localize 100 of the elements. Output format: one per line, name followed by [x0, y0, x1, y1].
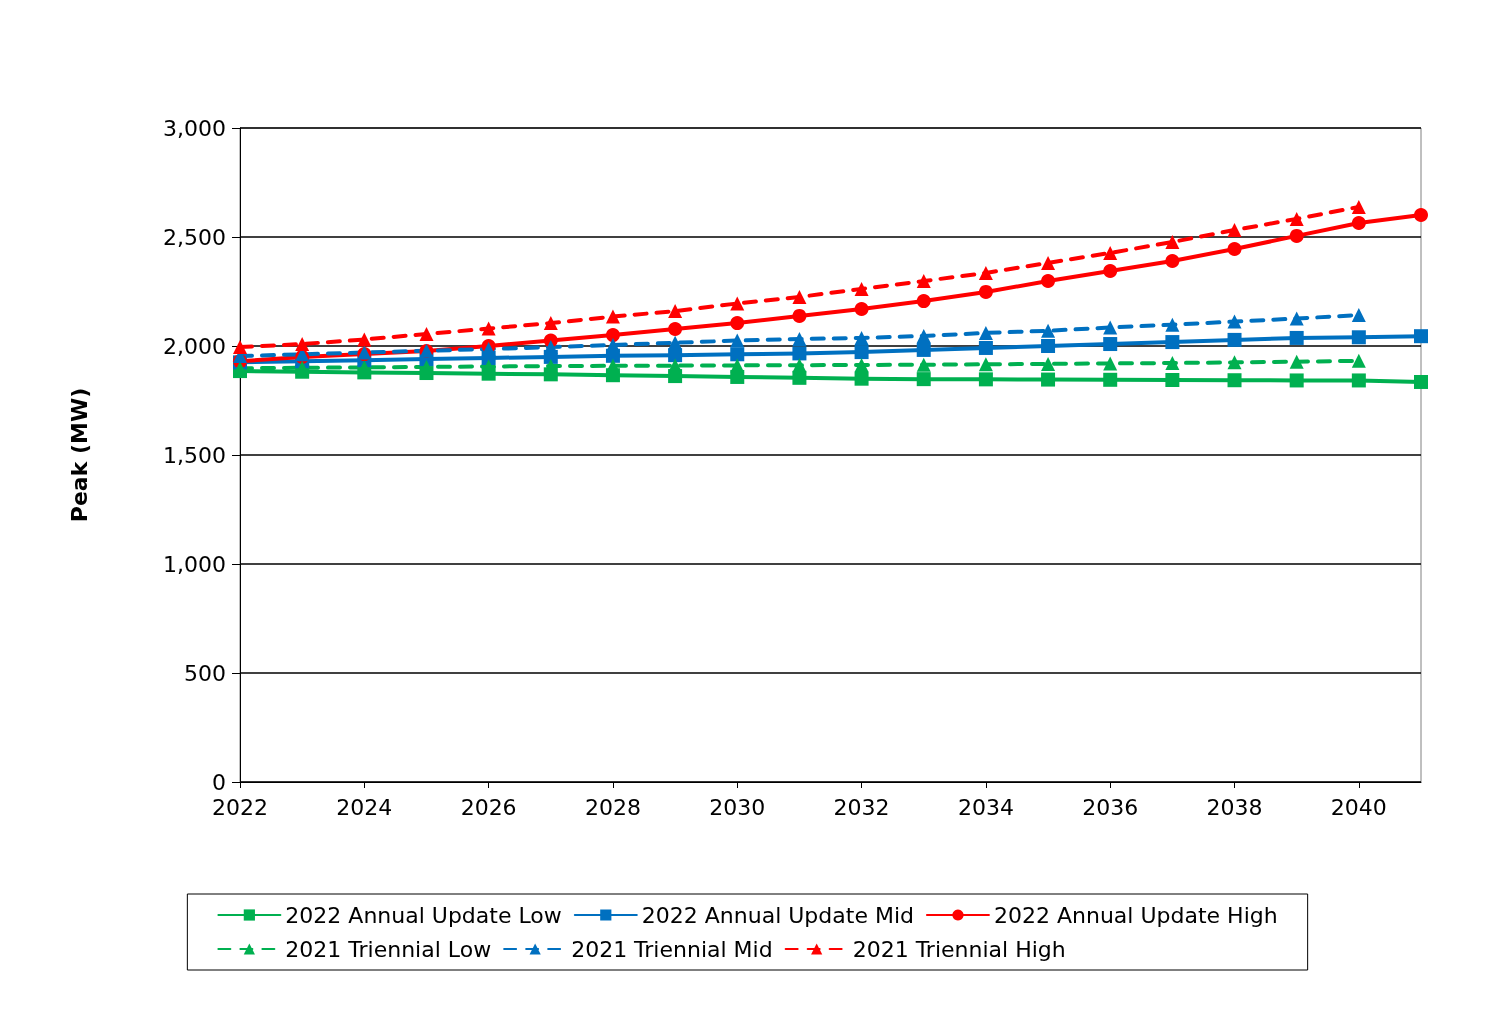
- point: [1103, 356, 1118, 371]
- point: [730, 347, 745, 362]
- legend-label: 2021 Triennial High: [852, 936, 1066, 962]
- point: [419, 327, 434, 342]
- point: [1289, 228, 1304, 243]
- point: [1103, 264, 1118, 278]
- point: [1165, 235, 1180, 250]
- point: [543, 316, 558, 331]
- point: [1351, 353, 1366, 368]
- x-tick-label: 2024: [336, 794, 393, 820]
- point: [916, 357, 931, 372]
- point: [916, 342, 931, 357]
- point: [605, 309, 620, 324]
- y-tick-label: 2,500: [163, 224, 226, 250]
- point: [668, 335, 683, 350]
- point: [1227, 355, 1242, 370]
- point: [978, 284, 993, 299]
- point: [481, 342, 496, 357]
- point: [605, 337, 620, 352]
- point: [1103, 245, 1118, 260]
- point: [978, 265, 993, 280]
- point: [1041, 356, 1056, 371]
- point: [730, 358, 745, 373]
- x-tick-label: 2038: [1206, 794, 1263, 820]
- point: [1041, 255, 1056, 270]
- legend-label: 2021 Triennial Low: [285, 936, 492, 962]
- point: [1414, 374, 1428, 389]
- point: [1289, 373, 1304, 388]
- point: [357, 332, 372, 347]
- point: [978, 372, 993, 387]
- point: [792, 346, 807, 361]
- point: [1103, 337, 1118, 352]
- point: [1041, 339, 1056, 353]
- legend-label: 2022 Annual Update High: [993, 902, 1278, 928]
- point: [1351, 373, 1366, 388]
- point: [978, 340, 993, 355]
- y-tick-label: 0: [212, 769, 226, 795]
- x-tick-label: 2040: [1330, 794, 1387, 820]
- point: [295, 337, 310, 352]
- point: [1351, 308, 1366, 323]
- point: [916, 328, 931, 343]
- y-tick-label: 500: [184, 660, 226, 686]
- x-tick-label: 2030: [709, 794, 766, 820]
- point: [916, 294, 931, 309]
- point: [1165, 253, 1180, 268]
- point: [1351, 330, 1366, 345]
- x-tick-label: 2036: [1082, 794, 1139, 820]
- point: [1041, 372, 1056, 387]
- point: [1351, 216, 1366, 231]
- point: [792, 289, 807, 304]
- y-tick-label: 3,000: [163, 115, 226, 141]
- legend-label: 2022 Annual Update Mid: [641, 902, 914, 928]
- point: [1103, 320, 1118, 335]
- point: [792, 370, 807, 385]
- point: [1227, 314, 1242, 329]
- x-tick-label: 2032: [833, 794, 890, 820]
- point: [854, 371, 869, 386]
- point: [1227, 223, 1242, 238]
- point: [1165, 335, 1180, 350]
- point: [1041, 323, 1056, 338]
- point: [730, 296, 745, 311]
- point: [730, 316, 745, 331]
- point: [481, 321, 496, 336]
- y-axis-title: Peak (MW): [66, 387, 92, 523]
- point: [1289, 354, 1304, 369]
- y-tick-label: 2,000: [163, 333, 226, 359]
- point: [543, 340, 558, 355]
- point: [605, 328, 620, 343]
- x-tick-label: 2022: [212, 794, 268, 820]
- point: [730, 333, 745, 348]
- point: [1103, 372, 1118, 387]
- point: [792, 332, 807, 347]
- x-tick-label: 2026: [460, 794, 517, 820]
- y-tick-label: 1,000: [163, 551, 226, 577]
- point: [1165, 317, 1180, 332]
- point: [978, 357, 993, 372]
- point: [978, 325, 993, 340]
- point: [1227, 332, 1242, 347]
- point: [1227, 373, 1242, 388]
- point: [1165, 356, 1180, 370]
- point: [668, 322, 683, 336]
- point: [792, 308, 807, 323]
- point: [1414, 329, 1428, 344]
- point: [1289, 330, 1304, 345]
- x-tick-label: 2028: [584, 794, 641, 820]
- point: [1041, 274, 1056, 289]
- point: [1289, 211, 1304, 226]
- point: [1414, 207, 1428, 222]
- point: [1227, 241, 1242, 256]
- point: [854, 281, 869, 296]
- point: [1289, 311, 1304, 326]
- point: [854, 301, 869, 316]
- y-tick-label: 1,500: [163, 442, 226, 468]
- point: [854, 345, 869, 360]
- legend-label: 2022 Annual Update Low: [285, 902, 562, 928]
- point: [854, 357, 869, 372]
- point: [916, 372, 931, 387]
- point: [668, 358, 683, 373]
- x-tick-label: 2034: [957, 794, 1014, 820]
- point: [1351, 199, 1366, 214]
